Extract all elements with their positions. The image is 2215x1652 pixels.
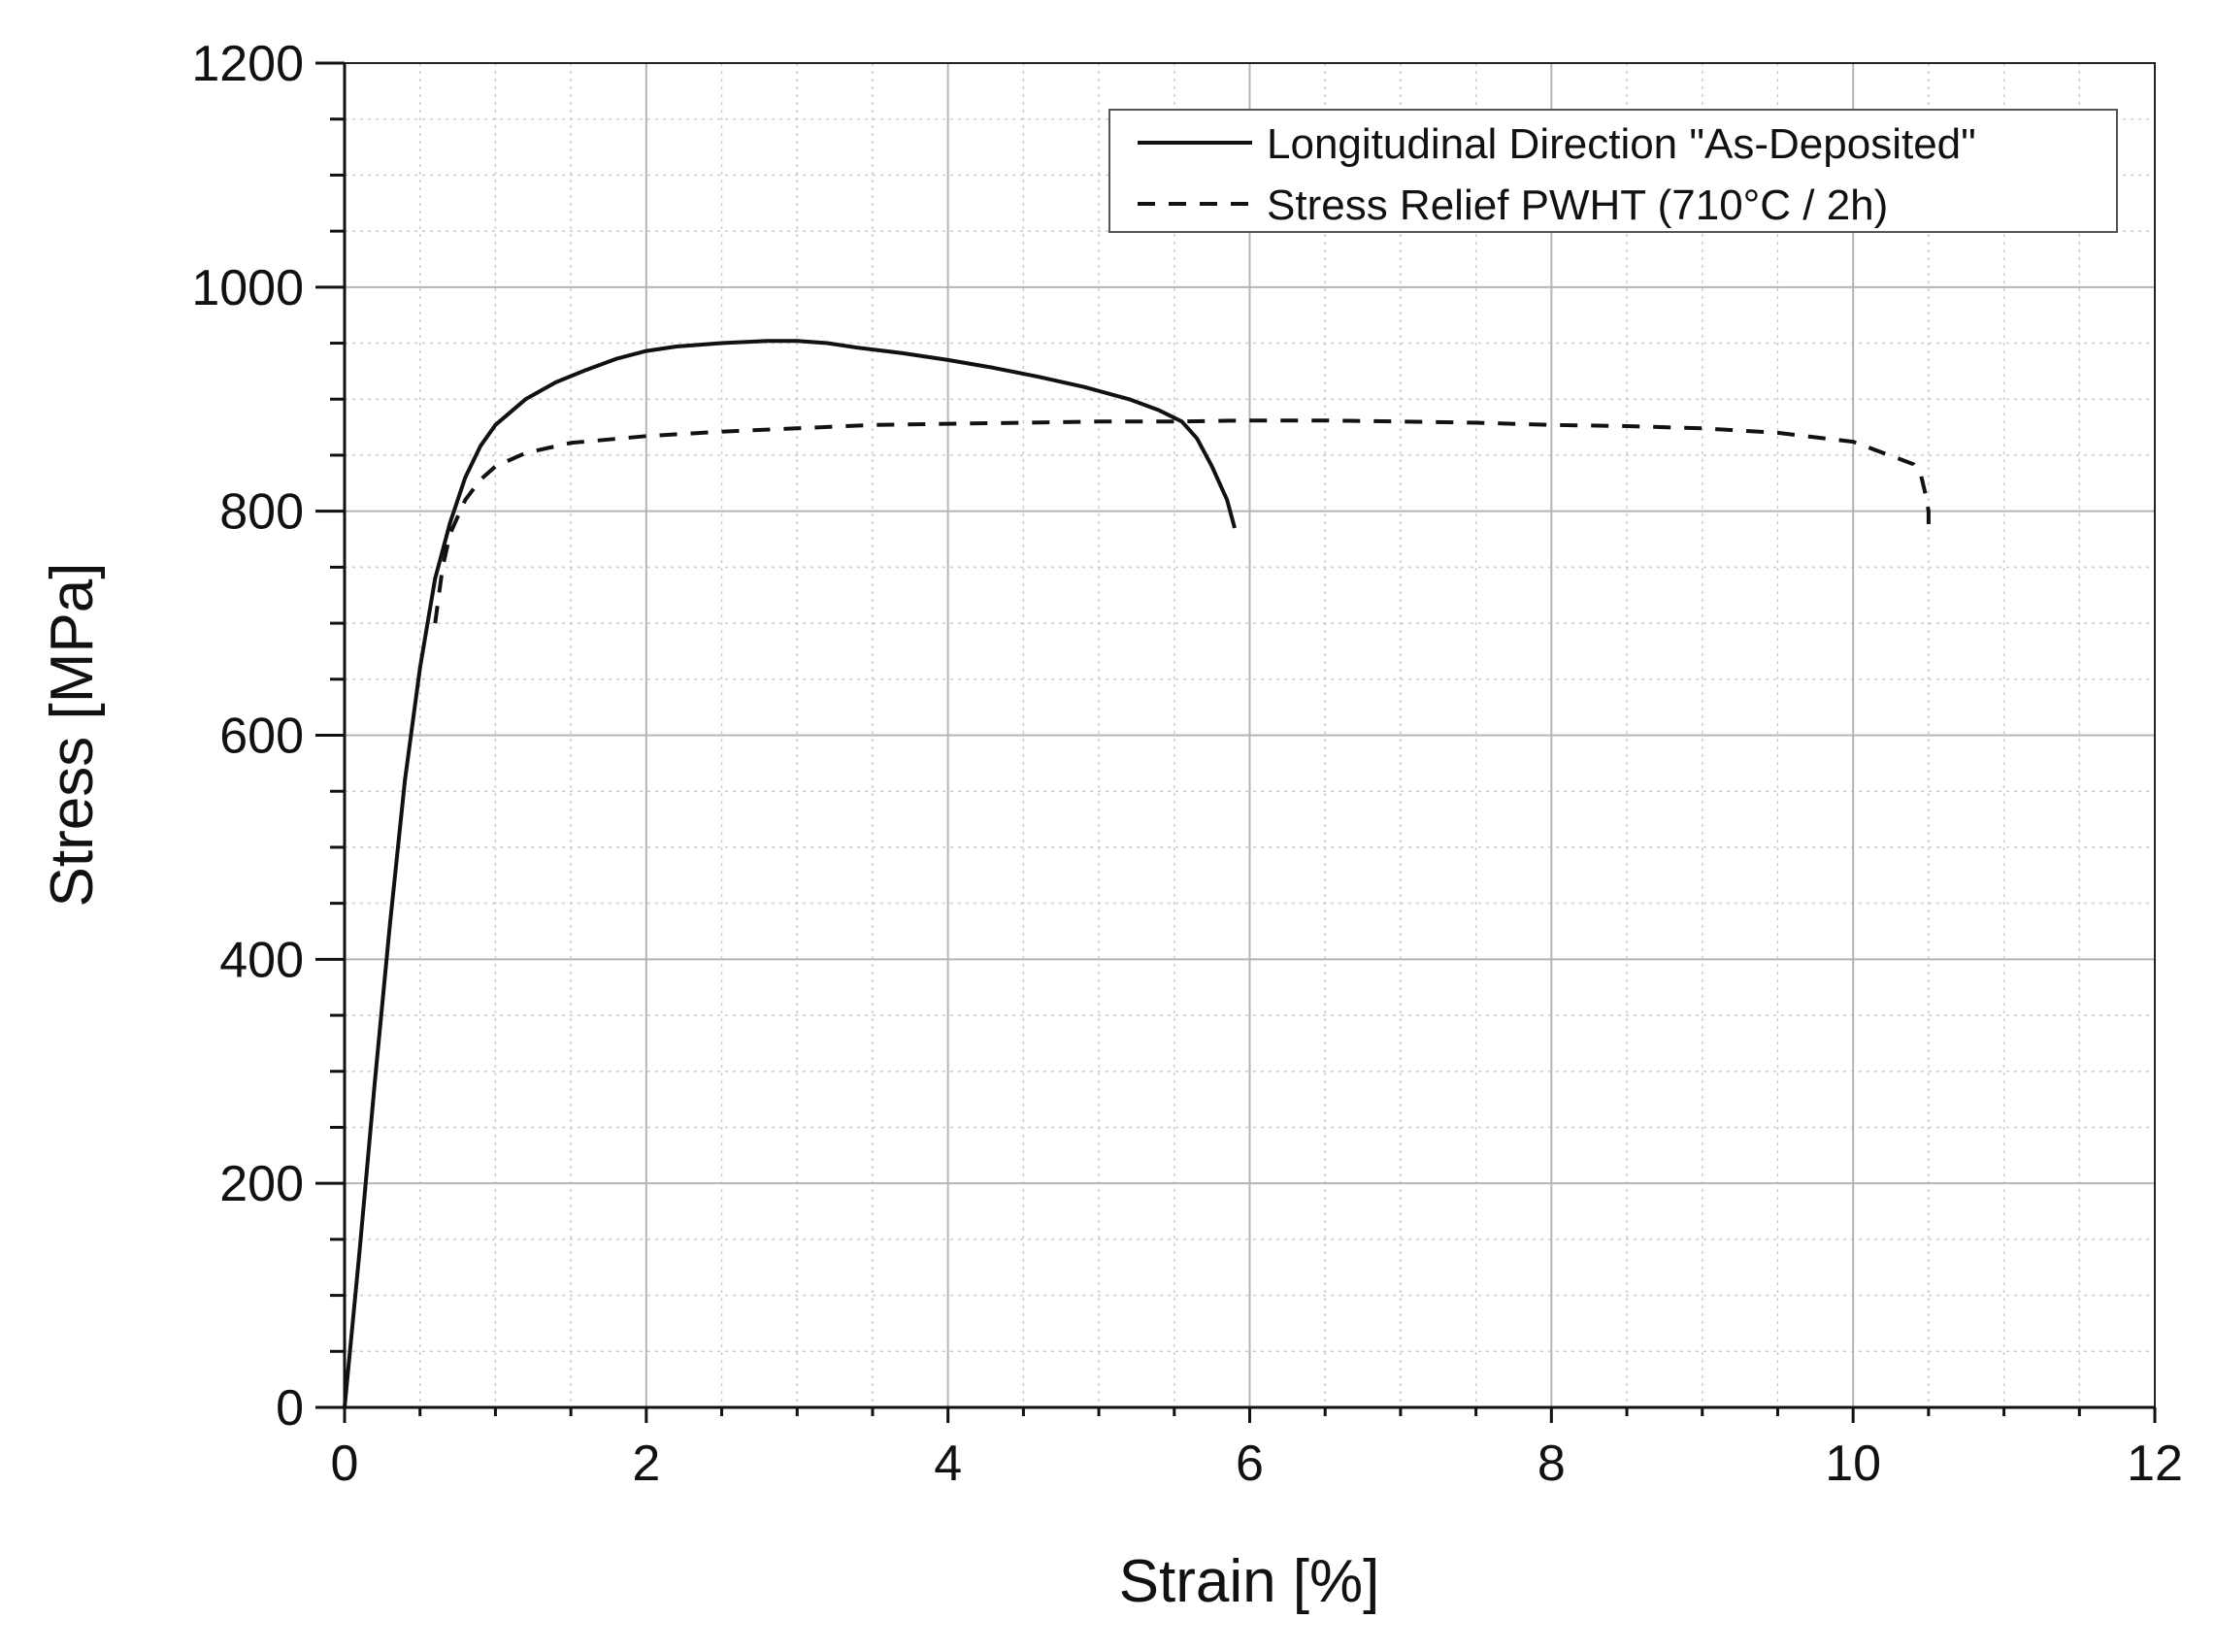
y-tick-label: 400 [219,932,304,988]
x-tick-label: 4 [934,1436,962,1492]
x-tick-label: 2 [632,1436,660,1492]
grid [345,63,2155,1407]
x-tick-label: 8 [1537,1436,1566,1492]
legend: Longitudinal Direction "As-Deposited" St… [1108,109,2118,233]
y-tick-label: 800 [219,484,304,541]
legend-label-series-1: Longitudinal Direction "As-Deposited" [1267,120,1976,168]
y-axis-label: Stress [MPa] [39,563,106,908]
series-line-1 [343,339,1237,1408]
x-axis-label: Strain [%] [1119,1548,1380,1615]
y-tick-label: 0 [276,1380,304,1437]
series [343,339,1931,1408]
axes: 0 2 4 6 8 10 12 0 200 400 600 800 1000 1200 [191,36,2183,1492]
y-tick-label: 1200 [191,36,304,92]
series-line-2 [433,418,1931,624]
legend-box [1108,109,2118,233]
x-tick-label: 6 [1236,1436,1264,1492]
y-tick-label: 1000 [191,260,304,316]
y-tick-label: 600 [219,709,304,765]
x-tick-label: 12 [2127,1436,2183,1492]
x-tick-label: 10 [1825,1436,1881,1492]
x-tick-label: 0 [331,1436,359,1492]
y-tick-label: 200 [219,1156,304,1212]
legend-label-series-2: Stress Relief PWHT (710°C / 2h) [1267,182,1888,229]
